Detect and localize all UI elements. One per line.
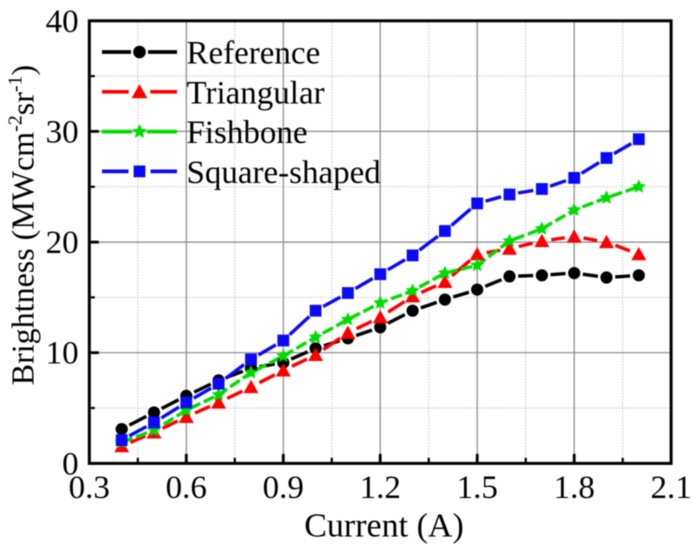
svg-text:0.6: 0.6 (166, 470, 207, 506)
svg-text:1.8: 1.8 (554, 470, 595, 506)
svg-text:0: 0 (62, 446, 79, 482)
svg-text:40: 40 (46, 4, 79, 40)
svg-text:Square-shaped: Square-shaped (187, 155, 382, 191)
svg-text:1.5: 1.5 (457, 470, 498, 506)
svg-text:30: 30 (46, 114, 79, 150)
svg-text:0.9: 0.9 (263, 470, 304, 506)
svg-text:20: 20 (46, 225, 79, 261)
svg-text:Current (A): Current (A) (304, 508, 464, 545)
svg-text:Fishbone: Fishbone (187, 115, 308, 151)
svg-text:Reference: Reference (187, 36, 321, 72)
svg-text:0.3: 0.3 (69, 470, 110, 506)
svg-text:2.1: 2.1 (650, 470, 691, 506)
svg-text:10: 10 (46, 336, 79, 372)
svg-text:Triangular: Triangular (187, 75, 325, 111)
svg-text:1.2: 1.2 (360, 470, 401, 506)
svg-text:Brightness (MWcm-2sr-1): Brightness (MWcm-2sr-1) (5, 65, 41, 385)
